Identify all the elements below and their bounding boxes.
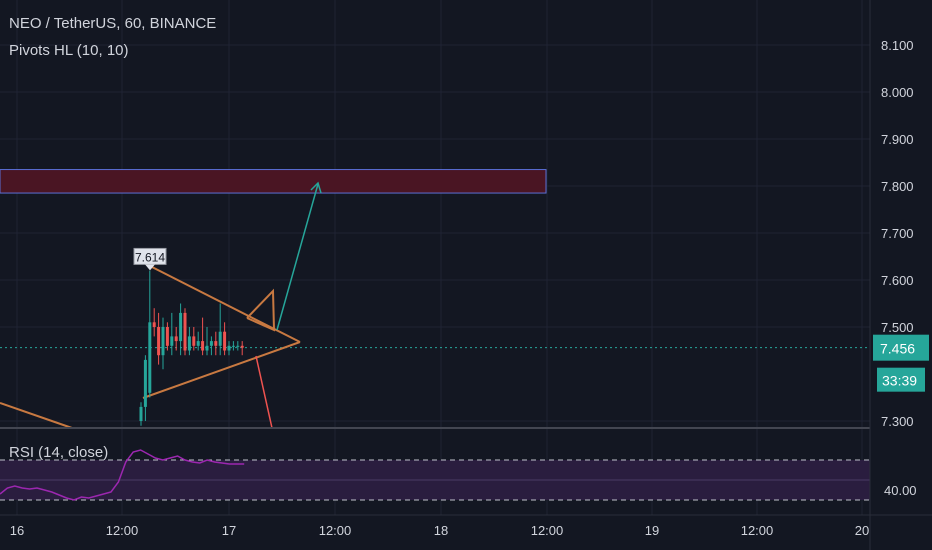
y-tick-label: 7.500 — [881, 320, 914, 335]
candle-body — [223, 331, 227, 351]
triangle-lower-line — [142, 341, 301, 399]
y-tick-label: 8.000 — [881, 85, 914, 100]
trend-drawings: 7.614 — [0, 181, 870, 429]
bull-arrow-head — [310, 181, 322, 194]
candle-body — [192, 336, 196, 346]
candle-body — [152, 322, 156, 327]
x-tick-label: 12:00 — [741, 523, 774, 538]
bear-arrow-line — [255, 355, 273, 429]
pivot-label-pointer — [145, 264, 155, 271]
rsi-title: RSI (14, close) — [9, 444, 109, 461]
candle-body — [170, 336, 174, 346]
x-tick-label: 12:00 — [319, 523, 352, 538]
y-tick-label: 7.300 — [881, 414, 914, 429]
y-tick-label: 7.600 — [881, 273, 914, 288]
indicator-title: Pivots HL (10, 10) — [9, 42, 129, 59]
candle-body — [179, 312, 183, 342]
bull-arrow-line — [276, 183, 319, 331]
candles — [139, 270, 244, 426]
grid-lines — [0, 0, 870, 515]
candle-body — [231, 345, 235, 347]
resistance-zone — [0, 169, 547, 194]
rsi-tick-label: 40.00 — [884, 483, 917, 498]
countdown-tag: 33:39 — [882, 373, 917, 389]
x-tick-label: 19 — [645, 523, 659, 538]
candle-body — [183, 312, 187, 351]
x-tick-label: 17 — [222, 523, 236, 538]
triangle-upper-line — [149, 265, 301, 343]
x-tick-label: 18 — [434, 523, 448, 538]
countdown-tag-bg — [877, 367, 925, 392]
candle-body — [236, 345, 240, 347]
candle-body — [165, 327, 169, 346]
down-trendline — [0, 402, 73, 429]
x-tick-label: 16 — [10, 523, 24, 538]
candle-body — [157, 327, 161, 356]
y-tick-label: 7.800 — [881, 179, 914, 194]
candle-body — [148, 322, 152, 393]
y-tick-label: 8.100 — [881, 38, 914, 53]
pivot-label-box — [133, 247, 167, 265]
rsi-line — [0, 449, 245, 501]
pivot-label: 7.614 — [135, 250, 165, 264]
x-tick-label: 20 — [855, 523, 869, 538]
y-tick-label: 7.700 — [881, 226, 914, 241]
mini-triangle — [246, 288, 276, 332]
candle-body — [187, 336, 191, 351]
candle-body — [218, 331, 222, 346]
symbol-title: NEO / TetherUS, 60, BINANCE — [9, 15, 217, 32]
candle-body — [214, 341, 218, 346]
x-tick-label: 12:00 — [531, 523, 564, 538]
price-tag-bg — [873, 334, 929, 361]
candle-body — [143, 359, 147, 407]
x-tick-label: 12:00 — [106, 523, 139, 538]
candle-body — [201, 341, 205, 351]
candle-body — [174, 336, 178, 342]
rsi-pane — [0, 427, 870, 501]
current-price-tag: 7.456 — [880, 341, 915, 357]
candle-body — [227, 345, 231, 351]
candle-body — [196, 341, 200, 346]
candle-body — [240, 345, 244, 348]
candle-body — [161, 327, 165, 356]
candle-body — [139, 406, 143, 421]
resistance-zone-rect — [0, 169, 547, 194]
y-tick-label: 7.900 — [881, 132, 914, 147]
candle-body — [209, 341, 213, 346]
candle-body — [205, 345, 209, 351]
